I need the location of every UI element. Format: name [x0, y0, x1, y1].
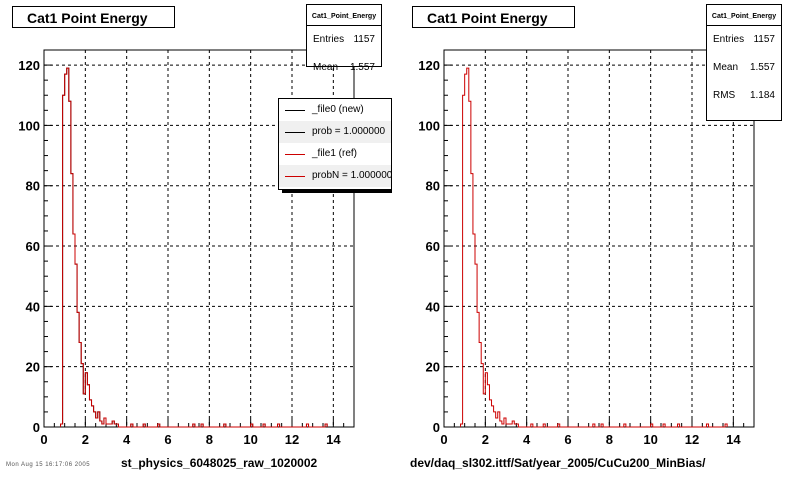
y-tick-label: 0 [433, 420, 440, 435]
left-stats-mean: Mean 1.557 [307, 54, 381, 82]
y-tick-label: 120 [18, 58, 40, 73]
x-tick-label: 0 [440, 432, 447, 447]
y-tick-label: 80 [426, 179, 440, 194]
plot-frame [443, 49, 755, 428]
right-stats-box: Cat1_Point_Energy Entries 1157 Mean 1.55… [706, 4, 782, 121]
y-tick-label: 20 [26, 360, 40, 375]
x-tick-label: 2 [82, 432, 89, 447]
right-stats-mean: Mean 1.557 [707, 54, 781, 82]
legend-line-prob [285, 132, 305, 133]
histogram-series-1 [60, 67, 328, 428]
legend-line-new [285, 110, 305, 111]
stats-value: 1.184 [749, 90, 775, 101]
stats-label: Entries [313, 34, 345, 45]
stats-label: RMS [713, 90, 736, 101]
x-tick-label: 4 [523, 432, 531, 447]
histogram-series-0 [460, 67, 728, 428]
y-tick-label: 20 [426, 360, 440, 375]
right-stats-entries: Entries 1157 [707, 26, 781, 54]
left-stats-box: Cat1_Point_Energy Entries 1157 Mean 1.55… [306, 4, 382, 73]
x-tick-label: 10 [243, 432, 257, 447]
timestamp-text: Mon Aug 15 16:17:06 2005 [6, 462, 91, 468]
x-tick-label: 14 [326, 432, 341, 447]
x-tick-label: 12 [685, 432, 699, 447]
stats-label: Entries [713, 34, 745, 45]
y-tick-label: 80 [26, 179, 40, 194]
right-panel: 0 2 4 6 8 10 12 14 0 20 40 60 80 100 120 Cat1 Point En… [400, 0, 800, 480]
stats-value: 1.557 [349, 62, 375, 73]
y-tick-label: 40 [426, 299, 440, 314]
legend-label-ref: _file1 (ref) [312, 148, 358, 159]
x-tick-label: 14 [726, 432, 741, 447]
y-tick-label: 40 [26, 299, 40, 314]
stats-label: Mean [713, 62, 739, 73]
x-tick-label: 6 [164, 432, 171, 447]
left-stats-title: Cat1_Point_Energy [307, 5, 381, 26]
legend-entry-probn: probN = 1.000000 [279, 165, 391, 187]
x-tick-label: 4 [123, 432, 131, 447]
left-title-text: Cat1 Point Energy [27, 10, 148, 26]
y-tick-label: 120 [418, 58, 440, 73]
legend-line-probn [285, 176, 305, 177]
left-stats-entries: Entries 1157 [307, 26, 381, 54]
right-plot-title: Cat1 Point Energy [412, 6, 575, 28]
left-panel: 0 2 4 6 8 10 12 14 0 20 40 60 80 100 120 Cat1 Point En… [12, 4, 392, 470]
x-tick-label: 10 [643, 432, 657, 447]
left-x-axis-label: st_physics_6048025_raw_1020002 [121, 456, 318, 470]
stats-value: 1157 [753, 34, 775, 45]
right-histogram-plot: 0 2 4 6 8 10 12 14 0 20 40 60 80 100 120 [418, 49, 755, 447]
y-tick-label: 100 [418, 118, 440, 133]
legend-line-ref [285, 154, 305, 155]
x-tick-label: 8 [606, 432, 613, 447]
legend-entry-new: _file0 (new) [279, 99, 391, 121]
stats-value: 1.557 [749, 62, 775, 73]
y-tick-label: 100 [18, 118, 40, 133]
right-x-axis-label: dev/daq_sl302.ittf/Sat/year_2005/CuCu200… [410, 456, 706, 470]
legend-label-probn: probN = 1.000000 [312, 170, 392, 181]
right-stats-title: Cat1_Point_Energy [707, 5, 781, 26]
y-tick-label: 0 [33, 420, 40, 435]
legend-label-new: _file0 (new) [312, 104, 364, 115]
stats-value: 1157 [353, 34, 375, 45]
x-tick-label: 12 [285, 432, 299, 447]
legend-label-prob: prob = 1.000000 [312, 126, 386, 137]
x-tick-label: 0 [40, 432, 47, 447]
right-title-text: Cat1 Point Energy [427, 10, 548, 26]
x-tick-label: 2 [482, 432, 489, 447]
legend: _file0 (new) prob = 1.000000 _file1 (ref… [278, 98, 392, 190]
stats-label: Mean [313, 62, 339, 73]
legend-entry-ref: _file1 (ref) [279, 143, 391, 165]
legend-shadow [282, 190, 392, 193]
right-stats-rms: RMS 1.184 [707, 82, 781, 110]
y-tick-label: 60 [26, 239, 40, 254]
y-tick-label: 60 [426, 239, 440, 254]
legend-entry-prob: prob = 1.000000 [279, 121, 391, 143]
left-plot-title: Cat1 Point Energy [12, 6, 175, 28]
x-tick-label: 8 [206, 432, 213, 447]
x-tick-label: 6 [564, 432, 571, 447]
